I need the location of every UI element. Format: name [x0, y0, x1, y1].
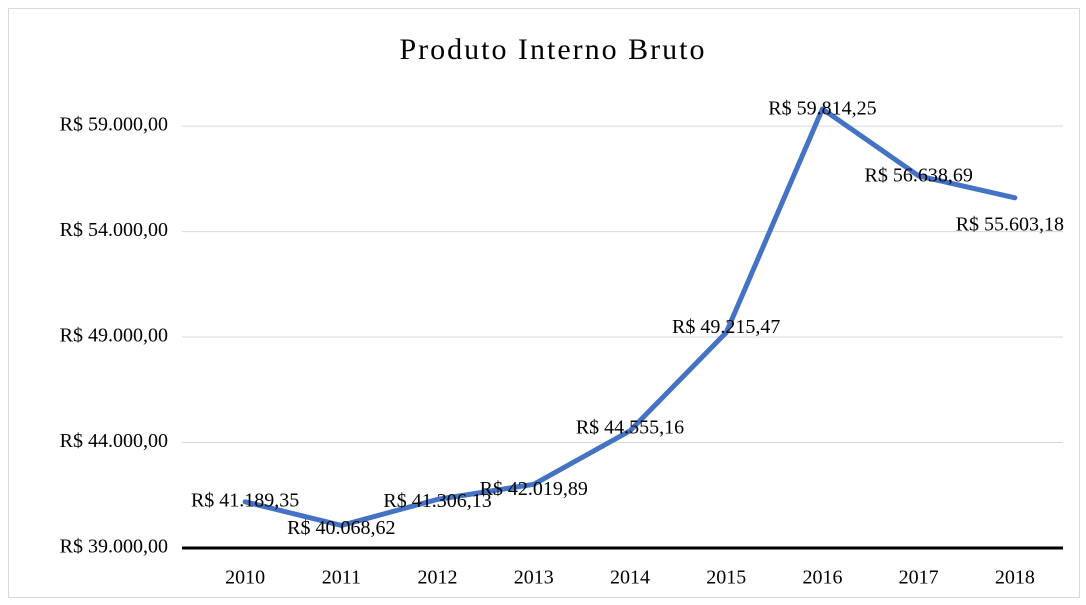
y-tick-label: R$ 39.000,00 — [60, 536, 168, 558]
data-label: R$ 55.603,18 — [956, 213, 1064, 235]
data-label: R$ 59.814,25 — [768, 98, 876, 120]
x-tick-label: 2014 — [610, 567, 650, 589]
x-tick-label: 2015 — [706, 567, 746, 589]
data-label: R$ 40.068,62 — [287, 517, 395, 539]
data-label: R$ 44.555,16 — [576, 416, 684, 438]
x-tick-label: 2016 — [802, 567, 842, 589]
data-label: R$ 56.638,69 — [864, 165, 972, 187]
y-tick-label: R$ 59.000,00 — [60, 114, 168, 136]
x-tick-label: 2017 — [899, 567, 939, 589]
series-line — [242, 106, 1018, 528]
chart-title: Produto Interno Bruto — [400, 33, 707, 66]
y-tick-label: R$ 49.000,00 — [60, 325, 168, 347]
y-tick-label: R$ 44.000,00 — [60, 430, 168, 452]
x-tick-label: 2018 — [995, 567, 1035, 589]
data-label: R$ 49.215,47 — [672, 316, 780, 338]
data-label: R$ 41.189,35 — [191, 489, 299, 511]
x-tick-label: 2011 — [322, 567, 361, 589]
y-tick-label: R$ 54.000,00 — [60, 219, 168, 241]
chart-border — [8, 8, 1080, 598]
x-tick-label: 2010 — [225, 567, 265, 589]
x-tick-label: 2012 — [418, 567, 458, 589]
data-label: R$ 41.306,13 — [383, 490, 491, 512]
x-tick-label: 2013 — [514, 567, 554, 589]
data-label: R$ 42.019,89 — [480, 478, 588, 500]
